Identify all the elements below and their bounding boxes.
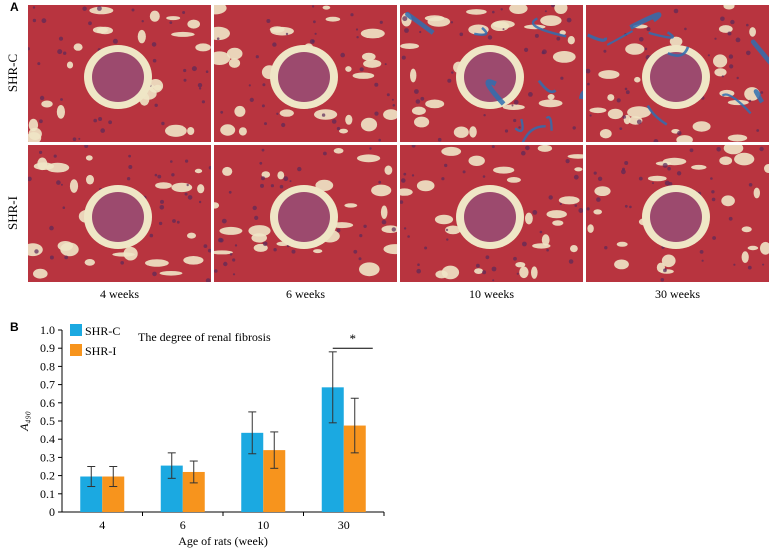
panel-a-letter: A [10, 0, 19, 14]
histology-image-shr-c-30w [586, 5, 769, 142]
y-tick-label: 0.7 [40, 378, 55, 392]
y-tick-label: 0.2 [40, 469, 55, 483]
legend-swatch-shr-i [70, 344, 82, 356]
y-tick-label: 0.1 [40, 487, 55, 501]
bar-shr-i-10 [263, 450, 286, 512]
x-tick-label: 6 [180, 518, 186, 532]
column-label-10-weeks: 10 weeks [469, 287, 514, 301]
bar-shr-c-10 [241, 432, 264, 512]
histology-image-shr-i-6w [214, 145, 397, 282]
bar-shr-c-4 [80, 476, 103, 512]
bar-shr-i-30 [343, 425, 366, 512]
chart-title: The degree of renal fibrosis [138, 330, 271, 344]
x-tick-label: 4 [99, 518, 105, 532]
histology-image-shr-i-4w [28, 145, 211, 282]
bar-shr-c-30 [321, 387, 344, 512]
x-tick-label: 10 [257, 518, 269, 532]
y-axis-label: A₄₉₀ [17, 411, 31, 432]
histology-image-shr-c-6w [214, 5, 397, 142]
y-tick-label: 1.0 [40, 323, 55, 337]
x-axis-label: Age of rats (week) [178, 534, 268, 548]
panel-b-letter: B [10, 320, 19, 334]
y-tick-label: 0.9 [40, 341, 55, 355]
column-label-4-weeks: 4 weeks [100, 287, 139, 301]
column-label-30-weeks: 30 weeks [655, 287, 700, 301]
column-label-6-weeks: 6 weeks [286, 287, 325, 301]
row-label-shr-c: SHR-C [5, 53, 21, 93]
bar-shr-i-6 [182, 471, 205, 512]
legend-swatch-shr-c [70, 324, 82, 336]
y-tick-label: 0.3 [40, 450, 55, 464]
significance-marker: * [350, 331, 357, 346]
bar-shr-i-4 [102, 476, 125, 512]
y-tick-label: 0 [49, 505, 55, 519]
y-tick-label: 0.5 [40, 414, 55, 428]
y-tick-label: 0.6 [40, 396, 55, 410]
row-label-shr-i: SHR-I [4, 196, 20, 230]
renal-fibrosis-bar-chart: 0 0.1 0.2 0.3 0.4 0.5 0.6 0.7 0.8 0.9 1.0 A₄₉₀ 4 6 10 3… [17, 323, 385, 548]
histology-image-shr-c-4w [28, 5, 211, 142]
legend-label-shr-i: SHR-I [85, 344, 116, 358]
histology-image-shr-i-10w [400, 145, 583, 282]
histology-image-shr-i-30w [586, 145, 769, 282]
histology-image-shr-c-10w [400, 5, 583, 142]
legend-label-shr-c: SHR-C [85, 324, 120, 338]
bar-shr-c-6 [160, 465, 183, 512]
y-tick-label: 0.4 [40, 432, 55, 446]
x-tick-label: 30 [338, 518, 350, 532]
y-tick-label: 0.8 [40, 359, 55, 373]
